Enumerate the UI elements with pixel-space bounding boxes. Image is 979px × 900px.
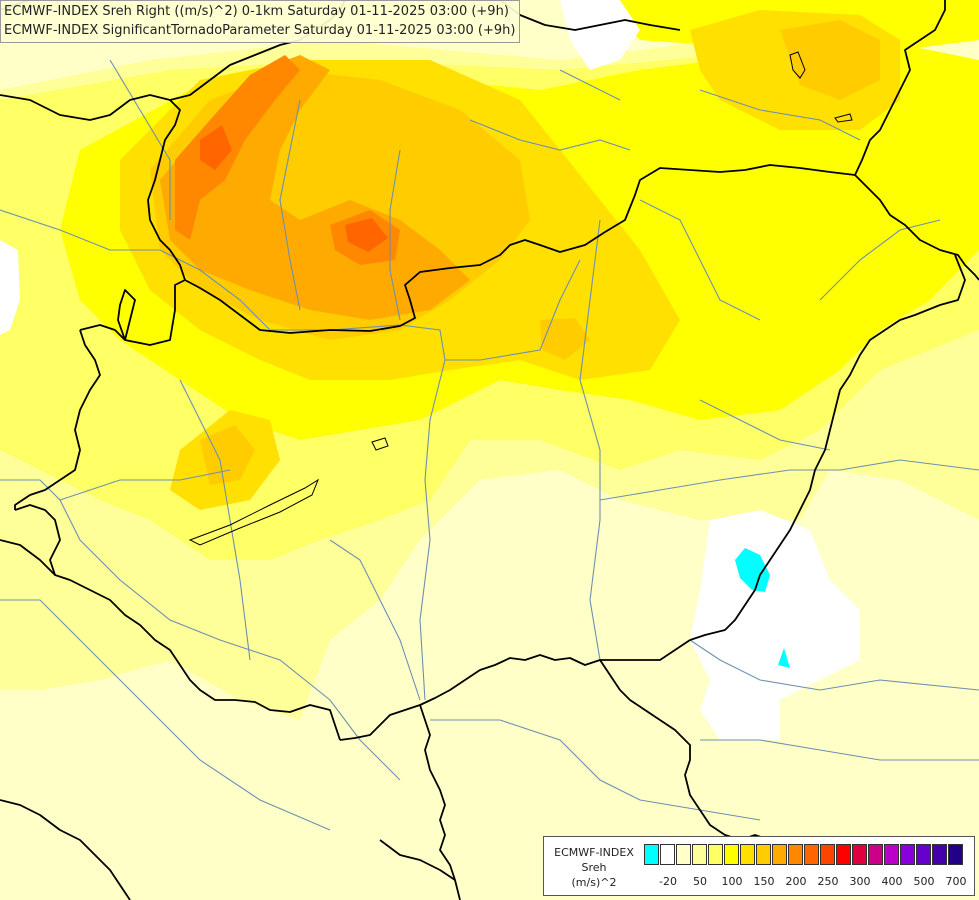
river (639, 199, 761, 321)
legend-swatch (692, 844, 707, 865)
legend-name-line-1: ECMWF-INDEX (554, 846, 634, 859)
legend-swatch (836, 844, 851, 865)
legend-swatch (852, 844, 867, 865)
border (854, 174, 979, 281)
legend-tick-label: -20 (659, 875, 677, 888)
field-cyan (778, 648, 790, 668)
field-gold (780, 20, 880, 100)
lake (188, 478, 320, 546)
legend-tick-labels: -20 50 100 150 200 250 300 400 500 700 (644, 875, 974, 889)
legend-color-bar (644, 844, 964, 865)
field-gold (540, 318, 590, 360)
border (499, 0, 681, 31)
border (419, 704, 461, 900)
river (270, 324, 446, 701)
legend-swatch (820, 844, 835, 865)
field-cyan (735, 548, 770, 592)
field-deep-orange (175, 55, 300, 240)
legend-tick-label: 300 (849, 875, 871, 888)
legend-swatch (932, 844, 947, 865)
river (579, 219, 601, 661)
legend-swatch (916, 844, 931, 865)
legend-tick-label: 500 (913, 875, 935, 888)
legend-tick-label: 200 (785, 875, 807, 888)
river (699, 89, 861, 141)
border (0, 799, 131, 900)
legend-name: ECMWF-INDEX Sreh (m/s)^2 (548, 845, 640, 890)
border (79, 279, 186, 346)
river (689, 639, 979, 691)
legend-swatch (948, 844, 963, 865)
lake (789, 51, 806, 79)
border (689, 254, 966, 641)
river (0, 599, 331, 831)
river (469, 119, 631, 151)
field-white (560, 0, 640, 70)
field-red-orange (345, 218, 388, 252)
legend-swatch (756, 844, 771, 865)
map-titles: ECMWF-INDEX Sreh Right ((m/s)^2) 0-1km S… (0, 0, 521, 43)
river (0, 209, 271, 331)
title-line-1: ECMWF-INDEX Sreh Right ((m/s)^2) 0-1km S… (4, 4, 509, 19)
border (14, 504, 61, 576)
border (117, 289, 136, 341)
lake (834, 113, 853, 123)
lake (371, 437, 389, 451)
river (599, 459, 979, 501)
field-white (0, 240, 20, 335)
legend-swatch (804, 844, 819, 865)
border (147, 0, 946, 334)
river (819, 219, 941, 301)
legend-tick-label: 250 (817, 875, 839, 888)
river (109, 59, 171, 220)
legend-swatch (884, 844, 899, 865)
legend-swatch (900, 844, 915, 865)
river (700, 739, 979, 761)
river (389, 149, 401, 321)
border (339, 639, 691, 741)
river (445, 259, 581, 361)
river (0, 479, 401, 781)
legend-swatch (660, 844, 675, 865)
river (279, 99, 301, 311)
rivers (0, 59, 979, 831)
field-gold (200, 425, 255, 485)
legend-swatch (788, 844, 803, 865)
legend-name-line-3: (m/s)^2 (571, 876, 617, 889)
field-white (690, 510, 860, 740)
legend-swatch (740, 844, 755, 865)
legend-swatch (724, 844, 739, 865)
legend-tick-label: 50 (693, 875, 707, 888)
river (329, 539, 421, 701)
field-red-orange (200, 125, 232, 170)
legend-tick-label: 700 (945, 875, 967, 888)
river (699, 399, 831, 451)
title-line-2: ECMWF-INDEX SignificantTornadoParameter … (4, 23, 516, 38)
legend-swatch (772, 844, 787, 865)
legend-swatch (644, 844, 659, 865)
border (599, 659, 741, 841)
river (179, 379, 251, 661)
legend-swatch (676, 844, 691, 865)
legend-swatch (708, 844, 723, 865)
legend-tick-label: 150 (753, 875, 775, 888)
border (0, 539, 341, 741)
border (14, 329, 101, 510)
legend-tick-label: 100 (721, 875, 743, 888)
legend-swatch (868, 844, 883, 865)
river (559, 69, 621, 101)
border (379, 839, 456, 881)
legend-tick-label: 400 (881, 875, 903, 888)
color-legend: ECMWF-INDEX Sreh (m/s)^2 -20 50 100 150 200 2… (543, 836, 975, 896)
border (0, 94, 171, 121)
river (59, 469, 231, 501)
legend-name-line-2: Sreh (581, 861, 607, 874)
